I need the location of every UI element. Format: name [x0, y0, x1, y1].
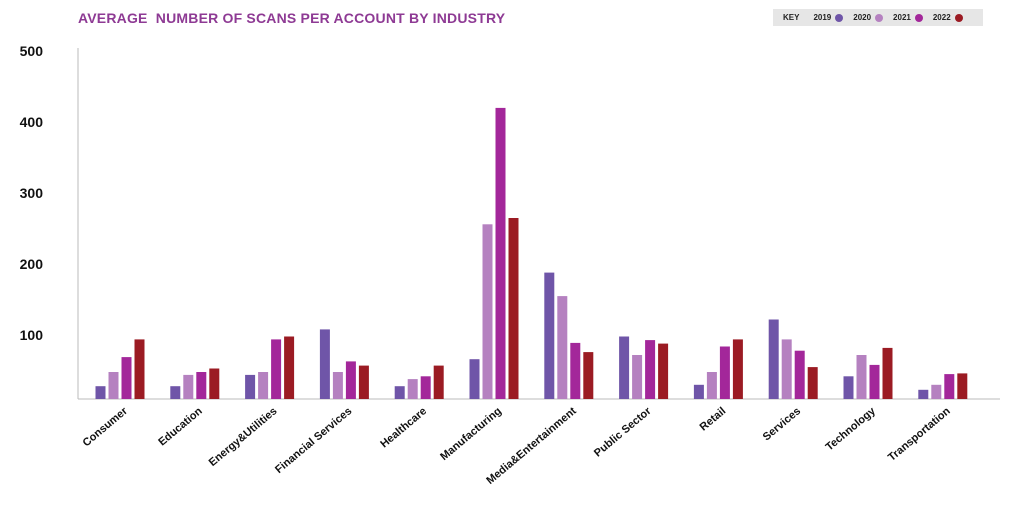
- bar-2020-media-entertainment: [557, 296, 568, 399]
- x-tick-label: Transportation: [886, 405, 953, 464]
- bar-2019-public-sector: [619, 336, 630, 399]
- bar-2019-healthcare: [394, 386, 405, 399]
- bar-2021-services: [794, 350, 805, 399]
- bar-2022-financial-services: [358, 365, 369, 399]
- bar-2021-technology: [869, 364, 880, 399]
- bar-2021-healthcare: [420, 376, 431, 399]
- y-tick-label: 400: [20, 114, 44, 130]
- bar-2019-transportation: [918, 389, 929, 399]
- bar-2020-financial-services: [332, 372, 343, 399]
- bar-2021-financial-services: [345, 361, 356, 399]
- x-tick-label: Financial Services: [273, 405, 354, 476]
- y-tick-label: 300: [20, 185, 44, 201]
- bar-2020-manufacturing: [482, 224, 493, 399]
- bar-2022-technology: [882, 347, 893, 399]
- legend-swatch-2022: [954, 13, 963, 22]
- bar-2020-energy-utilities: [258, 372, 269, 399]
- bar-2019-consumer: [95, 386, 106, 399]
- bar-2020-services: [781, 339, 792, 399]
- bar-2020-consumer: [108, 372, 119, 399]
- bar-2022-education: [209, 368, 220, 399]
- legend: KEY 2019 2020 2021 2022: [773, 9, 983, 26]
- x-tick-label: Education: [156, 405, 205, 449]
- x-tick-label: Energy&Utilities: [207, 405, 280, 469]
- x-tick-label: Services: [761, 405, 803, 443]
- bar-2021-consumer: [121, 357, 132, 399]
- bar-2020-education: [183, 374, 194, 399]
- bar-2021-education: [196, 372, 207, 399]
- bar-2022-consumer: [134, 339, 145, 399]
- legend-item-2022: 2022: [933, 13, 963, 22]
- bar-2019-retail: [693, 384, 704, 399]
- bar-2022-healthcare: [433, 365, 444, 399]
- legend-label-2019: 2019: [813, 13, 832, 22]
- bar-2022-services: [807, 367, 818, 399]
- chart-title: AVERAGE NUMBER OF SCANS PER ACCOUNT BY I…: [78, 10, 506, 26]
- bar-2021-manufacturing: [495, 107, 506, 400]
- legend-key-label: KEY: [783, 13, 800, 22]
- x-tick-label: Technology: [824, 405, 879, 454]
- bar-2022-public-sector: [658, 343, 669, 399]
- bar-2019-education: [170, 386, 181, 399]
- bar-2022-retail: [732, 339, 743, 399]
- bar-2022-media-entertainment: [583, 352, 594, 399]
- legend-swatch-2021: [914, 13, 923, 22]
- bar-2020-public-sector: [632, 355, 643, 399]
- x-tick-label: Public Sector: [592, 405, 654, 460]
- bar-2021-transportation: [944, 374, 955, 399]
- bar-2020-transportation: [931, 384, 942, 399]
- legend-item-2020: 2020: [853, 13, 884, 22]
- bar-2022-manufacturing: [508, 218, 519, 399]
- bar-2021-retail: [719, 346, 730, 399]
- x-tick-label: Consumer: [81, 405, 131, 450]
- y-tick-label: 200: [20, 256, 44, 272]
- legend-label-2020: 2020: [853, 13, 872, 22]
- x-tick-label: Retail: [698, 405, 729, 433]
- bar-2019-financial-services: [319, 329, 330, 399]
- bar-2019-energy-utilities: [245, 374, 256, 399]
- bar-2022-energy-utilities: [284, 336, 295, 399]
- bar-2019-technology: [843, 376, 854, 399]
- bar-2020-healthcare: [407, 379, 418, 399]
- bar-2021-media-entertainment: [570, 342, 581, 399]
- bar-2019-media-entertainment: [544, 272, 555, 399]
- bar-2021-energy-utilities: [271, 339, 282, 399]
- legend-label-2022: 2022: [932, 13, 951, 22]
- bar-2022-transportation: [957, 373, 968, 399]
- y-tick-label: 100: [20, 327, 44, 343]
- legend-swatch-2020: [875, 13, 884, 22]
- bar-2019-services: [768, 319, 779, 399]
- x-tick-label: Healthcare: [378, 405, 429, 450]
- legend-swatch-2019: [835, 13, 844, 22]
- bar-2020-technology: [856, 355, 867, 399]
- y-tick-label: 500: [20, 43, 44, 59]
- legend-label-2021: 2021: [893, 13, 911, 22]
- bar-2020-retail: [706, 372, 717, 399]
- legend-item-2019: 2019: [813, 13, 844, 22]
- legend-item-2021: 2021: [893, 13, 923, 22]
- x-tick-label: Manufacturing: [438, 405, 504, 463]
- bar-2021-public-sector: [645, 340, 656, 399]
- bar-2019-manufacturing: [469, 359, 480, 399]
